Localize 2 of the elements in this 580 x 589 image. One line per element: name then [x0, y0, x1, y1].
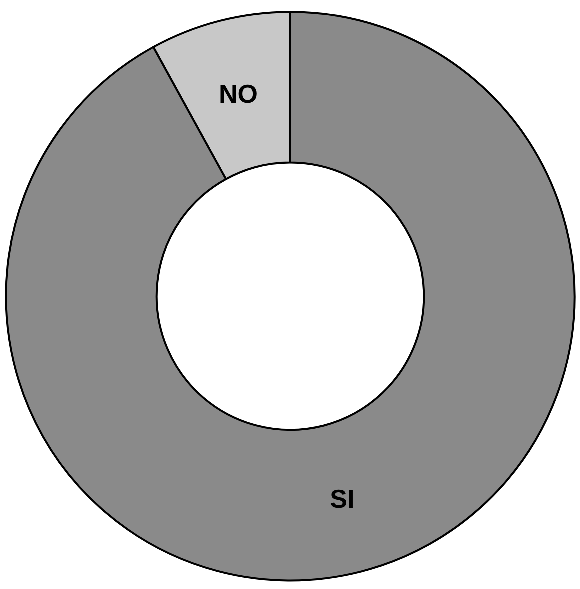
slice-label: NO: [219, 78, 258, 109]
slice-label: SI: [330, 484, 355, 514]
